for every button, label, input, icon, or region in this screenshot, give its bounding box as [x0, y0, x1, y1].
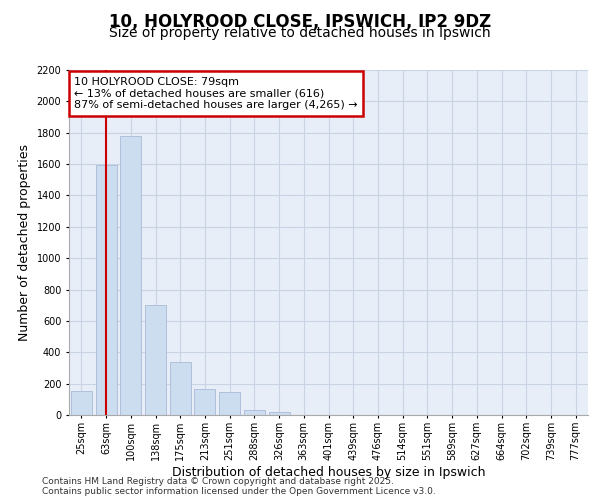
Y-axis label: Number of detached properties: Number of detached properties: [18, 144, 31, 341]
Bar: [194, 389, 215, 415]
Bar: [95, 165, 116, 415]
Bar: [145, 305, 166, 415]
Text: 10, HOLYROOD CLOSE, IPSWICH, IP2 9DZ: 10, HOLYROOD CLOSE, IPSWICH, IP2 9DZ: [109, 12, 491, 30]
Bar: [120, 136, 141, 415]
Bar: [269, 412, 290, 415]
Bar: [71, 390, 92, 415]
Bar: [170, 362, 191, 415]
Text: Contains HM Land Registry data © Crown copyright and database right 2025.
Contai: Contains HM Land Registry data © Crown c…: [42, 476, 436, 496]
Text: Size of property relative to detached houses in Ipswich: Size of property relative to detached ho…: [109, 26, 491, 40]
Text: 10 HOLYROOD CLOSE: 79sqm
← 13% of detached houses are smaller (616)
87% of semi-: 10 HOLYROOD CLOSE: 79sqm ← 13% of detach…: [74, 77, 358, 110]
Bar: [219, 392, 240, 415]
Bar: [244, 410, 265, 415]
X-axis label: Distribution of detached houses by size in Ipswich: Distribution of detached houses by size …: [172, 466, 485, 478]
